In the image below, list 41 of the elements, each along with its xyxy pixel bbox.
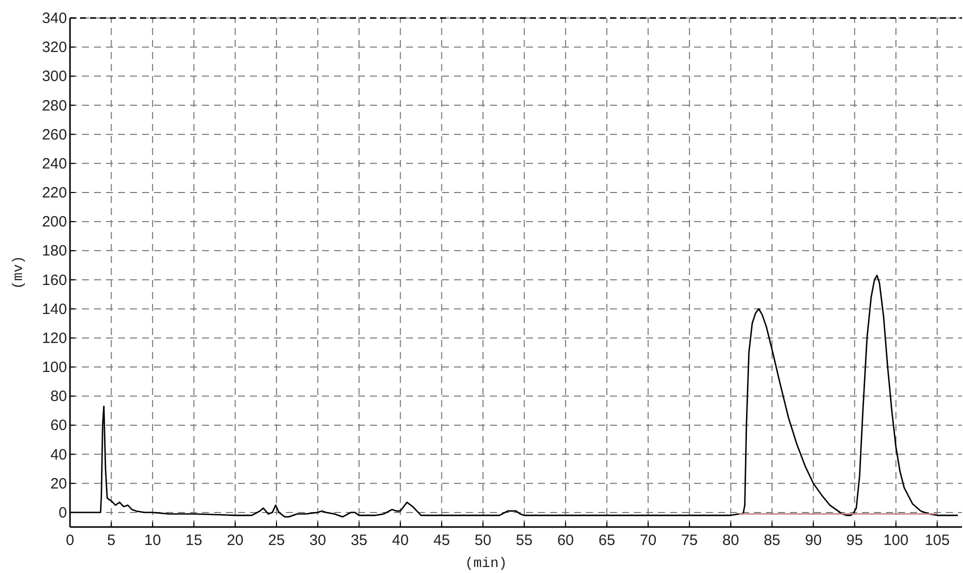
x-tick-label: 15 xyxy=(186,532,202,549)
x-tick-label: 30 xyxy=(309,532,326,549)
y-tick-label: 0 xyxy=(58,504,67,522)
x-tick-label: 95 xyxy=(846,532,863,549)
x-tick-label: 60 xyxy=(557,532,574,549)
x-tick-label: 45 xyxy=(433,532,450,549)
x-tick-label: 100 xyxy=(883,532,908,549)
x-tick-label: 50 xyxy=(474,532,492,549)
x-tick-label: 85 xyxy=(764,532,780,549)
y-tick-label: 300 xyxy=(42,68,67,86)
x-tick-label: 90 xyxy=(804,532,822,549)
x-tick-label: 80 xyxy=(722,532,740,549)
y-tick-label: 60 xyxy=(50,417,67,434)
y-tick-label: 140 xyxy=(42,300,67,318)
y-tick-label: 40 xyxy=(50,446,67,464)
y-tick-label: 160 xyxy=(42,272,67,289)
x-tick-label: 5 xyxy=(107,532,116,549)
x-axis-title: (min) xyxy=(464,556,508,572)
x-tick-label: 70 xyxy=(640,532,656,549)
x-tick-label: 35 xyxy=(350,532,368,549)
y-tick-label: 180 xyxy=(42,242,67,260)
y-tick-label: 340 xyxy=(42,10,67,27)
y-tick-label: 20 xyxy=(50,475,67,492)
y-tick-label: 320 xyxy=(42,39,67,56)
y-tick-label: 100 xyxy=(42,359,67,376)
x-tick-label: 55 xyxy=(516,532,533,549)
x-tick-label: 10 xyxy=(144,532,161,549)
y-tick-label: 260 xyxy=(42,126,67,144)
x-tick-label: 20 xyxy=(226,532,244,549)
y-tick-label: 240 xyxy=(42,155,67,172)
x-tick-label: 65 xyxy=(598,532,616,549)
x-tick-label: 105 xyxy=(924,532,950,549)
y-tick-label: 280 xyxy=(42,97,67,114)
y-tick-label: 80 xyxy=(50,388,67,406)
x-tick-label: 40 xyxy=(392,532,409,549)
x-tick-label: 75 xyxy=(681,532,698,549)
y-tick-label: 120 xyxy=(42,330,67,347)
x-tick-label: 25 xyxy=(268,532,285,549)
y-axis-title: (mv) xyxy=(11,256,27,290)
y-tick-label: 200 xyxy=(42,214,67,231)
y-tick-label: 220 xyxy=(42,184,67,202)
